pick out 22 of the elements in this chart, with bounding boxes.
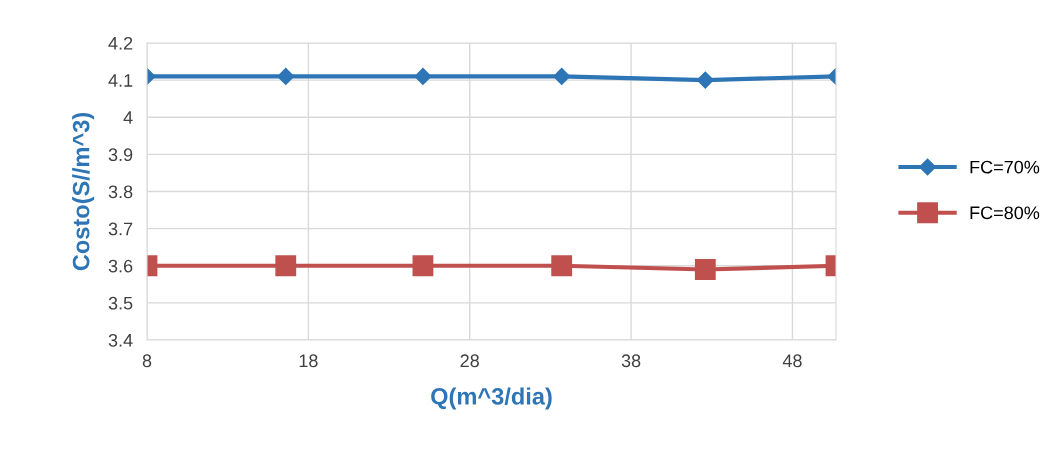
point xyxy=(553,67,571,85)
x-tick-label: 18 xyxy=(299,354,318,368)
y-tick-label: 4.2 xyxy=(108,36,133,50)
x-tick-label: 8 xyxy=(142,354,152,368)
x-tick-label: 38 xyxy=(621,354,641,368)
y-tick-label: 3.9 xyxy=(108,148,133,162)
y-tick-label: 3.8 xyxy=(108,185,133,199)
y-axis-title: Costo(S//m^3) xyxy=(72,112,95,271)
legend-label: FC=70% xyxy=(970,160,1040,174)
point xyxy=(412,255,434,277)
x-tick-label: 48 xyxy=(782,354,802,368)
y-tick-label: 4 xyxy=(123,111,133,124)
legend-label: FC=80% xyxy=(970,206,1040,220)
y-tick-label: 3.6 xyxy=(108,259,133,273)
x-tick-label: 28 xyxy=(460,354,479,368)
point xyxy=(414,67,432,85)
point xyxy=(551,255,573,277)
y-tick-label: 3.4 xyxy=(108,333,133,347)
y-tick-label: 4.1 xyxy=(108,74,133,87)
y-tick-label: 3.5 xyxy=(108,296,133,310)
x-axis-title: Q(m^3/dia) xyxy=(431,387,552,410)
y-tick-label: 3.7 xyxy=(108,222,133,236)
